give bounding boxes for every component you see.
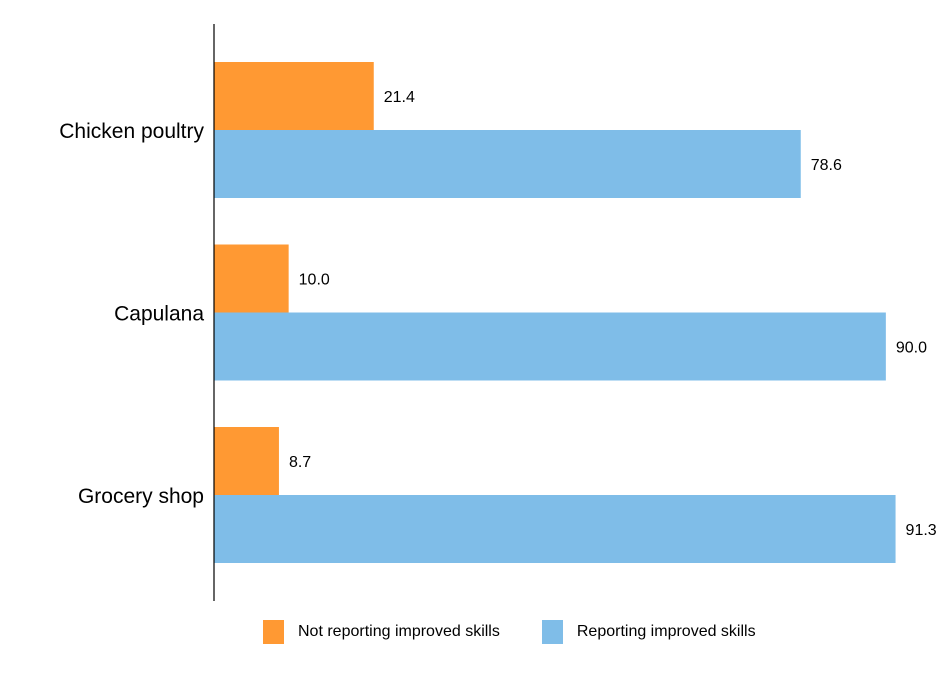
data-label-not-reporting-chicken-poultry: 21.4 [384,89,415,106]
data-label-not-reporting-capulana: 10.0 [299,272,330,289]
legend-swatch-reporting [541,620,563,644]
bar-not-reporting-capulana [214,244,289,313]
legend: Not reporting improved skills Reporting … [263,620,756,644]
category-label-grocery-shop: Grocery shop [78,485,204,508]
legend-label-not-reporting: Not reporting improved skills [298,623,500,640]
legend-label-reporting: Reporting improved skills [576,623,756,640]
data-label-reporting-capulana: 90.0 [896,340,927,357]
bar-not-reporting-grocery-shop [214,427,279,495]
category-label-capulana: Capulana [114,303,204,326]
bar-not-reporting-chicken-poultry [214,62,374,130]
data-label-reporting-grocery-shop: 91.3 [906,522,937,539]
bar-reporting-capulana [214,312,886,381]
data-label-reporting-chicken-poultry: 78.6 [811,157,842,174]
legend-swatch-not-reporting [263,620,284,644]
bar-reporting-chicken-poultry [214,130,801,198]
data-label-not-reporting-grocery-shop: 8.7 [289,454,311,471]
bar-reporting-grocery-shop [214,495,896,563]
legend-item-not-reporting: Not reporting improved skills [263,620,500,644]
category-label-chicken-poultry: Chicken poultry [59,120,204,143]
legend-item-reporting: Reporting improved skills [541,620,756,644]
